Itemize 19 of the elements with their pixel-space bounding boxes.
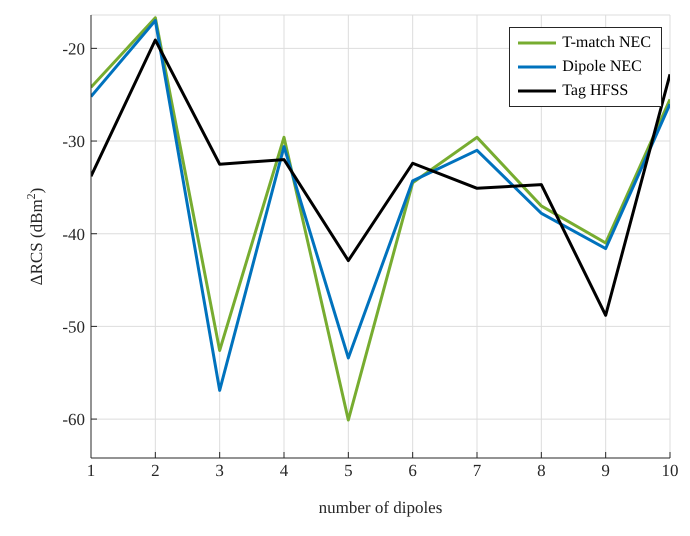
x-tick-label: 1 (86, 461, 96, 480)
x-tick-label: 3 (215, 461, 224, 480)
x-tick-label: 10 (662, 461, 678, 480)
y-tick-label: -30 (62, 132, 85, 152)
x-tick-label: 8 (537, 461, 546, 480)
legend-label: Dipole NEC (562, 57, 642, 77)
x-axis-title: number of dipoles (318, 498, 442, 517)
x-tick-label: 2 (151, 461, 160, 480)
x-tick-label: 5 (344, 461, 353, 480)
legend-label: T-match NEC (562, 33, 651, 53)
x-tick-label: 7 (472, 461, 482, 480)
x-tick-label: 4 (280, 461, 289, 480)
y-tick-label: -50 (62, 317, 85, 336)
y-tick-label: -60 (62, 410, 85, 430)
x-tick-label: 6 (408, 461, 417, 480)
y-tick-label: -40 (62, 224, 85, 244)
y-tick-label: -20 (62, 39, 85, 58)
legend-label: Tag HFSS (562, 81, 628, 101)
x-tick-label: 9 (601, 461, 610, 480)
